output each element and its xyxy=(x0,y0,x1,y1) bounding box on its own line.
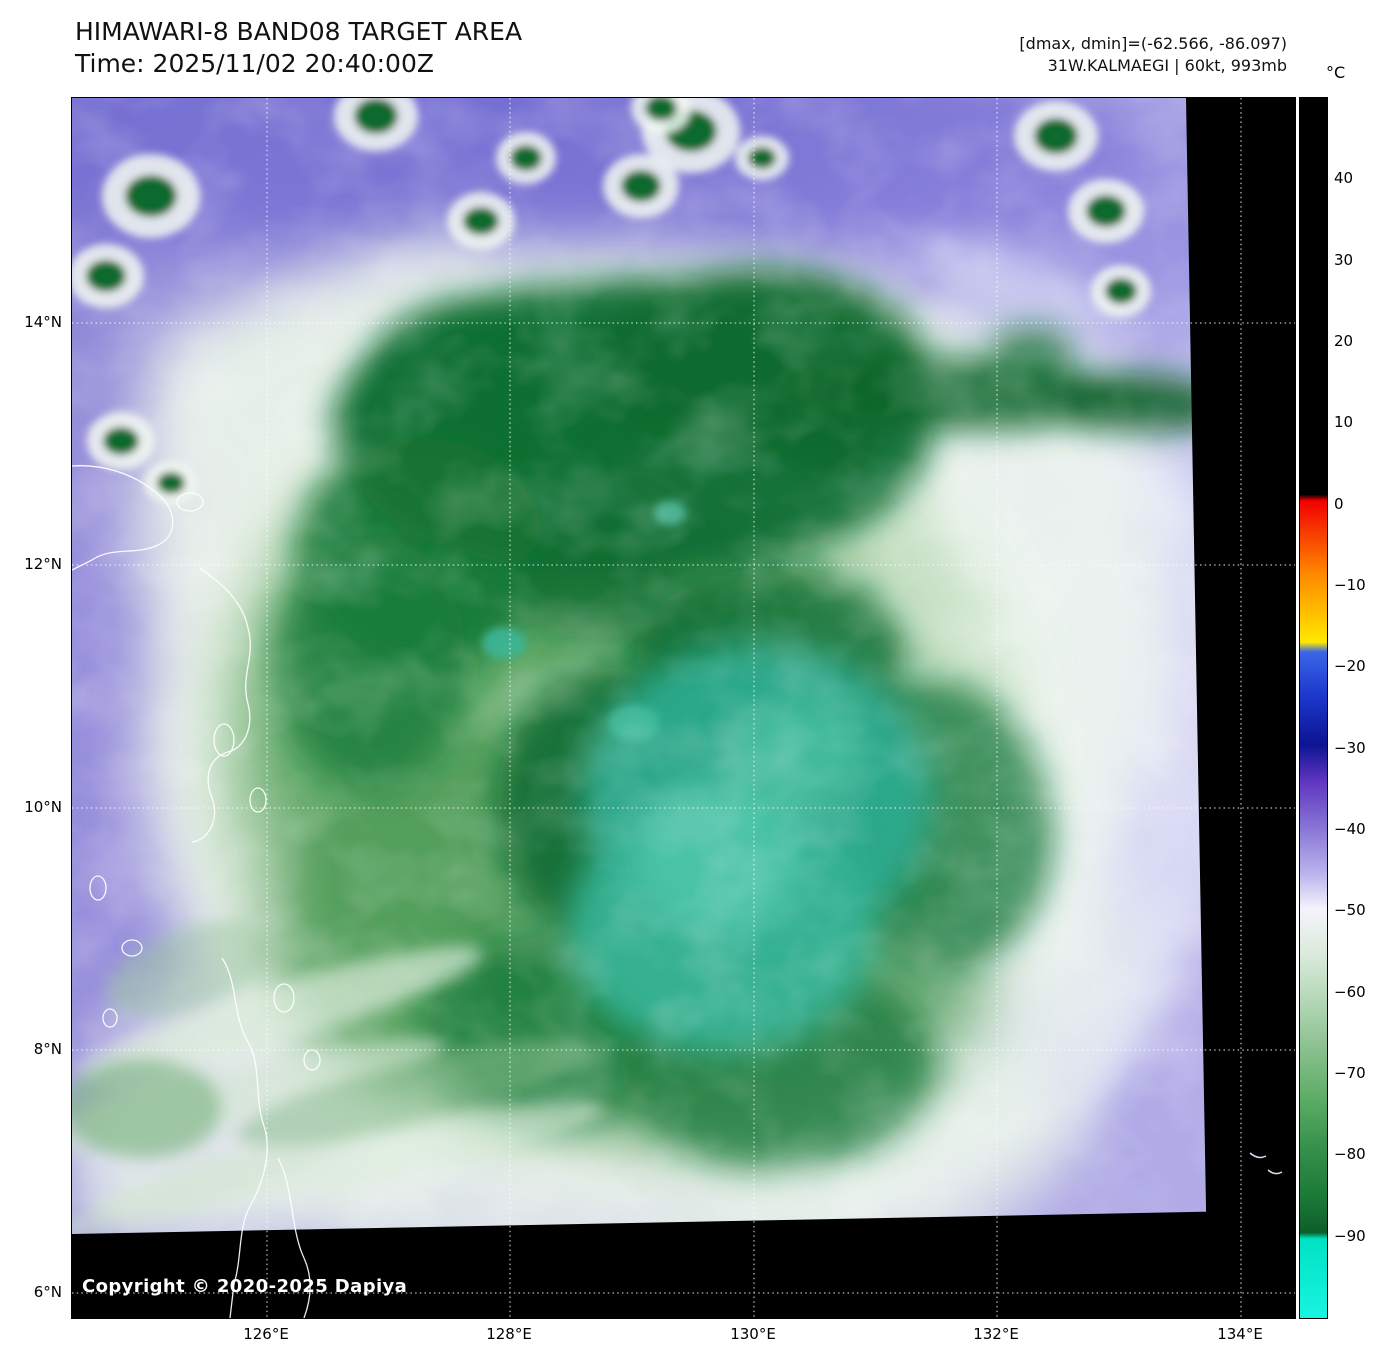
colorbar-tick-label: 30 xyxy=(1334,251,1354,269)
colorbar-tick-label: −80 xyxy=(1334,1145,1366,1163)
figure-time: Time: 2025/11/02 20:40:00Z xyxy=(75,49,434,78)
colorbar-tick-label: 0 xyxy=(1334,495,1344,513)
colorbar-tick-label: −90 xyxy=(1334,1227,1366,1245)
lat-tick-label: 8°N xyxy=(33,1040,62,1058)
colorbar-unit-label: °C xyxy=(1326,63,1346,82)
figure-title: HIMAWARI-8 BAND08 TARGET AREA xyxy=(75,17,523,46)
colorbar-tick-label: 40 xyxy=(1334,169,1354,187)
colorbar-tick-label: −70 xyxy=(1334,1064,1366,1082)
scattered-cells xyxy=(72,98,1151,505)
figure-header: HIMAWARI-8 BAND08 TARGET AREA Time: 2025… xyxy=(75,16,522,80)
colorbar-tick-label: −30 xyxy=(1334,739,1366,757)
lon-tick-label: 130°E xyxy=(730,1325,776,1343)
lon-tick-label: 128°E xyxy=(486,1325,532,1343)
lon-tick-label: 126°E xyxy=(243,1325,289,1343)
lat-tick-label: 12°N xyxy=(24,555,62,573)
dmax-dmin-line: [dmax, dmin]=(-62.566, -86.097) xyxy=(1019,34,1287,53)
island-specks xyxy=(1249,1152,1283,1175)
colorbar-tick-label: −50 xyxy=(1334,901,1366,919)
colorbar-tick-label: −40 xyxy=(1334,820,1366,838)
temperature-colorbar xyxy=(1299,97,1328,1319)
coastlines xyxy=(72,465,321,1318)
colorbar-tick-label: 20 xyxy=(1334,332,1354,350)
lon-tick-label: 134°E xyxy=(1217,1325,1263,1343)
lat-tick-label: 10°N xyxy=(24,798,62,816)
graticule xyxy=(72,98,1295,1318)
colorbar-tick-label: 10 xyxy=(1334,413,1354,431)
outflow-bands xyxy=(72,919,608,1250)
storm-info-line: 31W.KALMAEGI | 60kt, 993mb xyxy=(1047,56,1287,75)
scan-edge-east xyxy=(1186,98,1295,1318)
lat-tick-label: 14°N xyxy=(24,313,62,331)
colorbar-tick-label: −10 xyxy=(1334,576,1366,594)
lat-tick-label: 6°N xyxy=(33,1283,62,1301)
satellite-scene xyxy=(72,98,1295,1318)
scan-edge-south xyxy=(72,1210,1295,1318)
figure-subheader: [dmax, dmin]=(-62.566, -86.097) 31W.KALM… xyxy=(1019,33,1287,77)
colorbar-tick-label: −60 xyxy=(1334,983,1366,1001)
copyright-text: Copyright © 2020-2025 Dapiya xyxy=(82,1276,408,1297)
satellite-image: Copyright © 2020-2025 Dapiya xyxy=(71,97,1296,1319)
colorbar-tick-label: −20 xyxy=(1334,657,1366,675)
lon-tick-label: 132°E xyxy=(973,1325,1019,1343)
